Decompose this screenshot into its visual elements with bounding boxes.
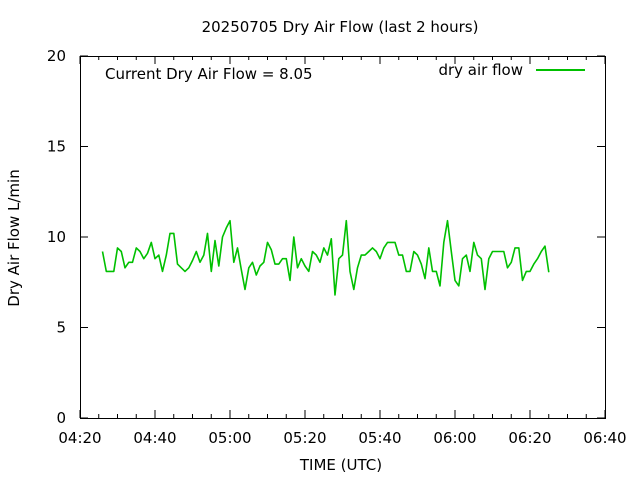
x-tick-label: 06:00 (433, 429, 476, 447)
y-axis: 0 5 10 15 20 (47, 47, 605, 427)
y-tick-label: 5 (56, 319, 66, 337)
x-tick-label: 05:20 (283, 429, 326, 447)
x-tick-label: 05:40 (358, 429, 401, 447)
x-tick-label: 06:20 (508, 429, 551, 447)
chart-title: 20250705 Dry Air Flow (last 2 hours) (202, 18, 479, 36)
y-axis-label: Dry Air Flow L/min (5, 169, 23, 306)
x-tick-label: 04:40 (133, 429, 176, 447)
y-tick-label: 10 (47, 228, 66, 246)
series-line-dry-air-flow (101, 219, 550, 296)
plot-frame (80, 56, 606, 419)
x-axis-label: TIME (UTC) (299, 456, 382, 474)
legend: dry air flow (438, 61, 585, 79)
y-tick-label: 15 (47, 138, 66, 156)
y-tick-label: 0 (56, 409, 66, 427)
y-tick-label: 20 (47, 47, 66, 65)
x-axis: 04:20 04:40 05:00 05:20 05:40 06:00 06:20 06:40 (58, 56, 627, 447)
x-tick-label: 05:00 (208, 429, 251, 447)
legend-label: dry air flow (438, 61, 523, 79)
x-tick-label: 06:40 (583, 429, 626, 447)
current-value-annotation: Current Dry Air Flow = 8.05 (105, 65, 313, 83)
x-tick-label: 04:20 (58, 429, 101, 447)
